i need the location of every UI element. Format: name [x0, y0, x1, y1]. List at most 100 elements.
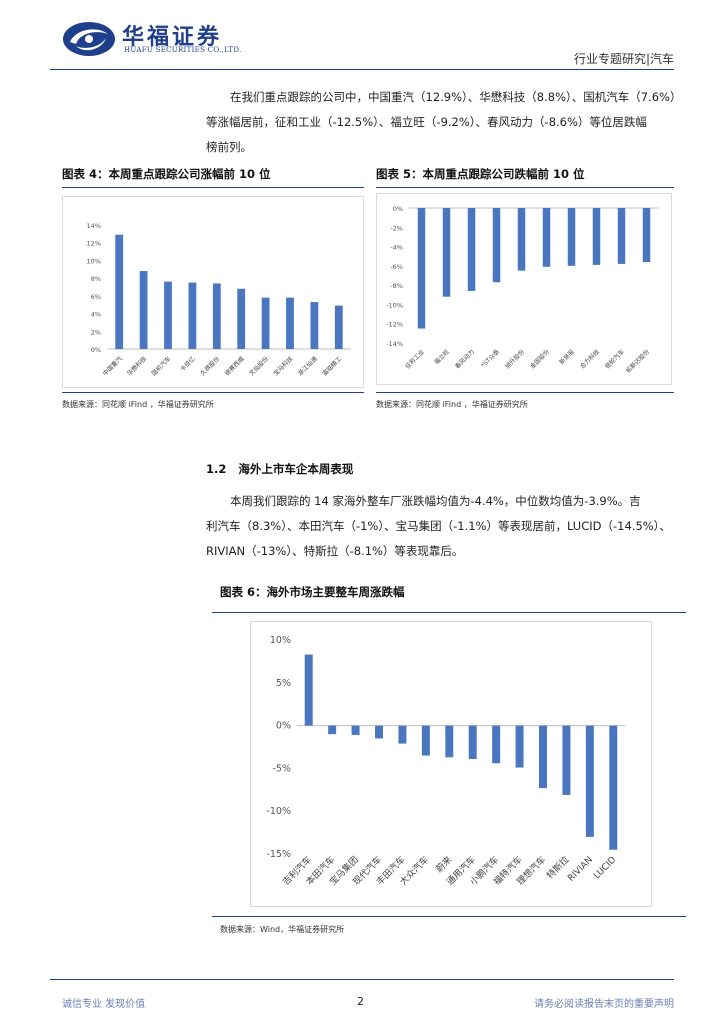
fig4-ytick-label: 12%: [87, 240, 101, 248]
fig6-bar: [492, 725, 501, 764]
fig4-title: 图表 4：本周重点跟踪公司涨幅前 10 位: [62, 167, 271, 181]
fig4-category-label: 文灿股份: [247, 355, 270, 378]
fig5-bar: [442, 208, 451, 297]
fig4-category-label: 中国重汽: [101, 355, 124, 378]
fig6-bar: [585, 725, 594, 837]
fig4-category-label: 华懋科技: [125, 355, 148, 378]
section-line-3: RIVIAN（-13%）、特斯拉（-8.1%）等表现靠后。: [206, 544, 464, 558]
fig4-bar: [237, 288, 246, 349]
fig6-bar: [398, 725, 407, 744]
fig5-ytick-label: -10%: [386, 301, 403, 309]
fig6-bar: [562, 725, 571, 795]
section-number: 1.2: [206, 462, 227, 476]
page-number: 2: [357, 995, 364, 1008]
fig6-rule: [212, 612, 686, 613]
fig6-category-label: 蔚来: [433, 854, 454, 875]
fig6-bar: [328, 725, 337, 735]
fig6-bar: [609, 725, 618, 850]
fig5-ytick-label: -6%: [390, 263, 403, 271]
fig4-category-label: 德赛西威: [223, 355, 246, 378]
fig5-category-label: 拓斯达股份: [624, 348, 651, 375]
fig6-category-label: LUCID: [592, 855, 618, 881]
fig4-category-label: 富临精工: [321, 355, 344, 378]
fig5-category-label: 春风动力: [453, 348, 476, 371]
fig4-category-label: 久祺股份: [199, 355, 222, 378]
section-line-2: 利汽车（8.3%）、本田汽车（-1%）、宝马集团（-1.1%）等表现居前，LUC…: [206, 519, 671, 533]
fig4-ytick-label: 4%: [91, 311, 101, 319]
fig6-title: 图表 6：海外市场主要整车周涨跌幅: [220, 585, 405, 599]
fig5-bar: [417, 208, 426, 329]
fig5-bar: [517, 208, 526, 271]
fig5-category-label: 银轮汽车: [603, 348, 626, 371]
fig4-category-label: 卡倍亿: [178, 355, 196, 373]
fig4-ytick-label: 0%: [91, 346, 101, 354]
fig6-ytick-label: -5%: [273, 763, 292, 774]
logo-english-name: HUAFU SECURITIES CO.,LTD.: [124, 46, 242, 54]
fig6-bar: [445, 725, 454, 758]
fig5-source: 数据来源：同花顺 iFind ，华福证券研究所: [376, 400, 528, 409]
fig5-bar: [467, 208, 476, 291]
fig4-chart: 0% 2% 4% 6% 8% 10% 12% 14% 中国重汽 华懋科技 国机汽车 卡倍亿 久祺股份 德赛…: [87, 222, 351, 378]
fig6-bar: [421, 725, 430, 756]
fig4-chart-frame: 0% 2% 4% 6% 8% 10% 12% 14% 中国重汽 华懋科技 国机汽车 卡倍亿 久祺股份 德赛…: [62, 196, 364, 388]
intro-line-2: 等涨幅居前，征和工业（-12.5%）、福立旺（-9.2%）、春风动力（-8.6%…: [206, 115, 647, 129]
fig4-bar: [334, 305, 343, 349]
header-rule: [50, 69, 674, 70]
fig5-ytick-label: -8%: [390, 282, 403, 290]
fig6-chart: 10%5%0%-5%-10%-15%吉利汽车本田汽车宝马集团现代汽车丰田汽车大众…: [266, 635, 625, 888]
fig4-ytick-label: 2%: [91, 328, 101, 336]
fig6-bar: [468, 725, 477, 759]
fig5-bar: [542, 208, 551, 267]
footer-rule: [50, 979, 674, 980]
fig6-bar: [351, 725, 360, 736]
fig5-category-label: 金固股份: [528, 348, 551, 371]
fig6-bar: [539, 725, 547, 789]
fig5-category-label: 旭升股份: [503, 348, 526, 371]
fig6-bar: [375, 725, 383, 739]
fig4-ytick-label: 10%: [87, 257, 101, 265]
fig6-bar: [515, 725, 524, 768]
fig5-ytick-label: -4%: [390, 244, 403, 252]
fig4-bar: [261, 297, 270, 349]
footer-disclaimer: 请务必阅读报告末页的重要声明: [534, 999, 674, 1010]
fig6-ytick-label: 5%: [276, 678, 291, 689]
fig4-ytick-label: 8%: [91, 275, 101, 283]
fig4-bar: [212, 283, 221, 349]
fig4-bar: [286, 297, 294, 349]
fig6-source: 数据来源：Wind，华福证券研究所: [220, 925, 345, 934]
fig6-bar: [304, 654, 313, 726]
fig4-bar: [139, 271, 148, 349]
fig4-bar: [115, 234, 124, 349]
fig5-ytick-label: 0%: [393, 205, 403, 213]
fig5-ytick-label: -2%: [390, 224, 403, 232]
section-paragraph: 本周我们跟踪的 14 家海外整车厂涨跌幅均值为-4.4%，中位数均值为-3.9%…: [206, 489, 676, 564]
fig4-bar: [310, 302, 319, 349]
fig4-bar: [188, 282, 197, 349]
logo-chinese-name: 华福证券: [122, 25, 223, 50]
section-title: 海外上市车企本周表现: [238, 462, 354, 476]
fig4-bar: [164, 281, 172, 349]
fig6-ytick-label: -10%: [266, 806, 291, 817]
fig5-ytick-label: -12%: [386, 321, 403, 329]
fig5-bar: [567, 208, 576, 266]
fig5-category-label: *ST众泰: [479, 348, 501, 370]
fig6-ytick-label: -15%: [266, 849, 291, 860]
fig5-bar: [492, 208, 501, 283]
fig6-ytick-label: 10%: [270, 635, 291, 646]
section-heading: 1.2 海外上市车企本周表现: [206, 461, 353, 477]
intro-paragraph: 在我们重点跟踪的公司中，中国重汽（12.9%）、华懋科技（8.8%）、国机汽车（…: [206, 85, 682, 160]
fig4-category-label: 国机汽车: [150, 355, 173, 378]
fig4-bottom-rule: [62, 392, 364, 393]
fig5-chart: 0% -2% -4% -6% -8% -10% -12% -14%征和工业 福立旺 春风动力 *ST…: [386, 205, 659, 375]
fig4-category-label: 宝马科技: [272, 355, 295, 378]
fig5-rule: [376, 187, 674, 188]
huafu-logo-icon: [63, 22, 115, 56]
fig5-chart-frame: 0% -2% -4% -6% -8% -10% -12% -14% 征和工业 福立旺 春风动力 *ST…: [376, 193, 672, 385]
fig5-category-label: 征和工业: [403, 348, 426, 371]
fig5-category-label: 合力科技: [578, 348, 601, 371]
fig5-bottom-rule: [376, 392, 674, 393]
fig4-ytick-label: 14%: [87, 222, 101, 230]
fig4-rule: [62, 187, 364, 188]
intro-line-1: 在我们重点跟踪的公司中，中国重汽（12.9%）、华懋科技（8.8%）、国机汽车（…: [230, 90, 682, 104]
fig4-ytick-label: 6%: [91, 293, 101, 301]
